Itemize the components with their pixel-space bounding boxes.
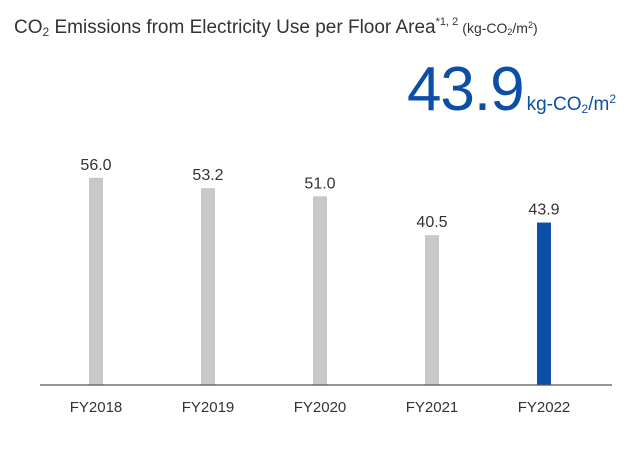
category-label: FY2021 bbox=[406, 399, 459, 416]
category-label: FY2018 bbox=[70, 399, 123, 416]
category-label: FY2020 bbox=[294, 399, 347, 416]
value-label: 51.0 bbox=[304, 175, 335, 192]
highlight-unit: kg-CO2/m2 bbox=[526, 92, 616, 116]
bar-fy2021 bbox=[425, 235, 439, 385]
bar-fy2022 bbox=[537, 222, 551, 385]
value-label: 40.5 bbox=[416, 214, 447, 231]
bar-fy2019 bbox=[201, 188, 215, 385]
value-label: 53.2 bbox=[192, 167, 223, 184]
category-label: FY2022 bbox=[518, 399, 571, 416]
title-unit: (kg-CO2/m2) bbox=[462, 20, 538, 37]
category-label: FY2019 bbox=[182, 399, 235, 416]
highlight-value: 43.9 kg-CO2/m2 bbox=[406, 55, 616, 124]
value-label: 43.9 bbox=[528, 202, 559, 219]
bar-fy2018 bbox=[89, 177, 103, 385]
value-label: 56.0 bbox=[80, 157, 111, 174]
bar-fy2020 bbox=[313, 196, 327, 385]
chart-title: CO2 Emissions from Electricity Use per F… bbox=[14, 16, 538, 39]
